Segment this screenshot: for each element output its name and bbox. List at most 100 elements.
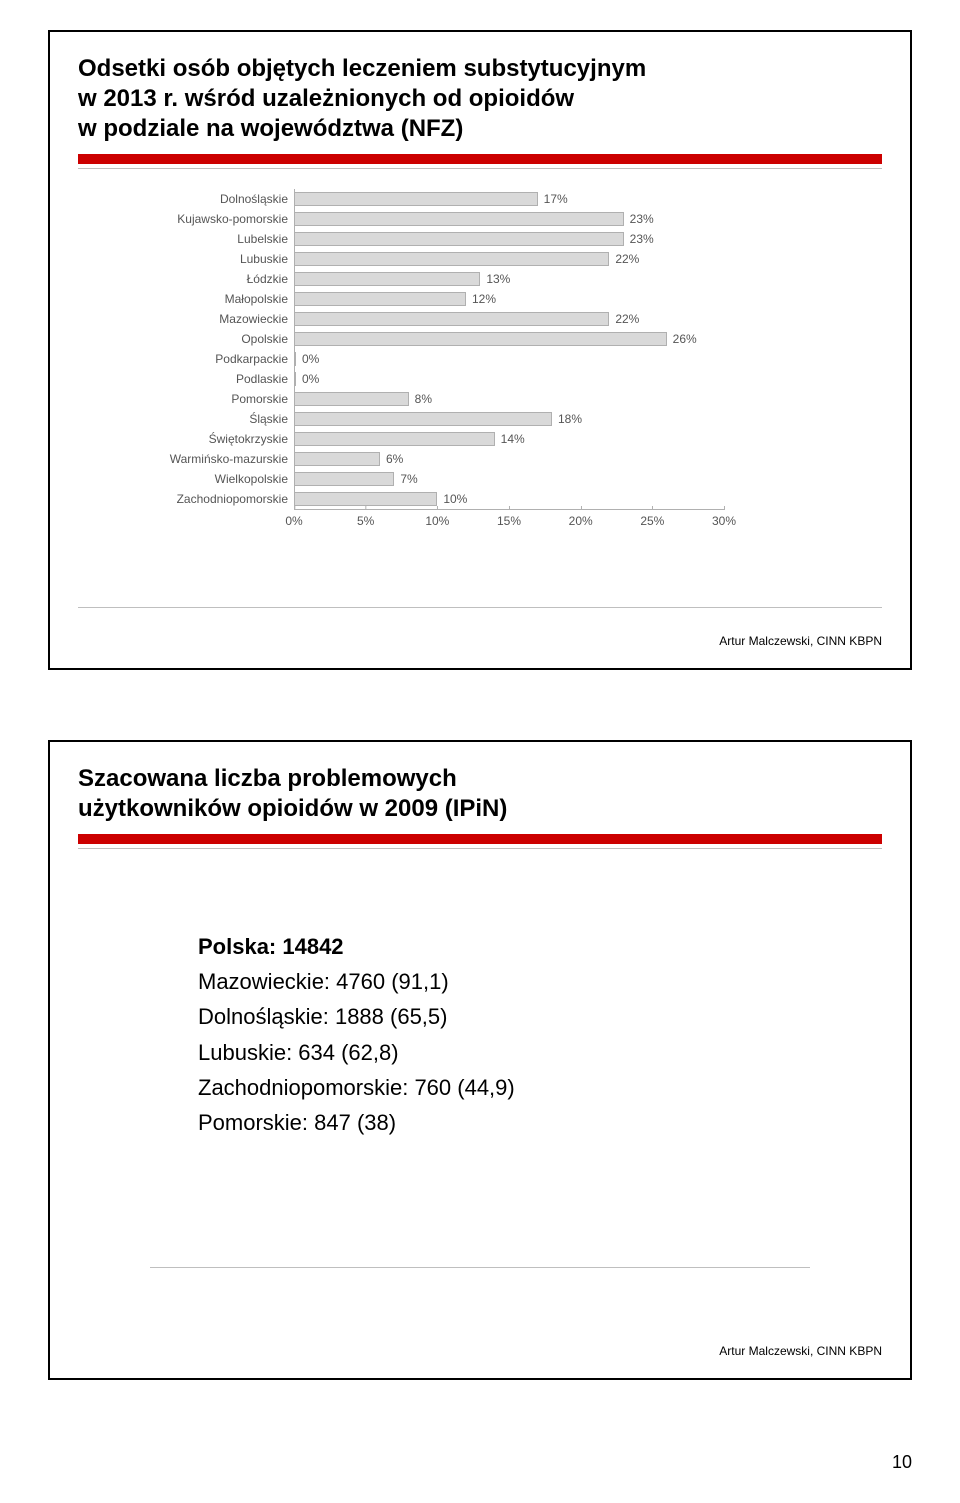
value-label: 0%: [302, 372, 319, 386]
category-label: Lubelskie: [118, 232, 294, 246]
body-line-poland: Polska: 14842: [198, 929, 882, 964]
category-label: Zachodniopomorskie: [118, 492, 294, 506]
category-label: Pomorskie: [118, 392, 294, 406]
value-label: 23%: [630, 212, 654, 226]
value-label: 0%: [302, 352, 319, 366]
bar: [294, 192, 538, 206]
x-axis-tick: 20%: [569, 510, 593, 528]
x-axis: 0%5%10%15%20%25%30%: [294, 509, 724, 532]
value-label: 26%: [673, 332, 697, 346]
category-label: Lubuskie: [118, 252, 294, 266]
slide2-title: Szacowana liczba problemowych użytkownik…: [78, 764, 882, 824]
body-line-lubuskie: Lubuskie: 634 (62,8): [198, 1035, 882, 1070]
accent-bar: [78, 834, 882, 844]
bar-area: 18%: [294, 409, 724, 429]
chart-row: Pomorskie 8%: [118, 389, 758, 409]
chart-row: Podlaskie 0%: [118, 369, 758, 389]
value-label: 23%: [630, 232, 654, 246]
bar-area: 0%: [294, 349, 724, 369]
chart-row: Małopolskie 12%: [118, 289, 758, 309]
x-axis-tick: 10%: [425, 510, 449, 528]
value-label: 17%: [544, 192, 568, 206]
value-label: 7%: [400, 472, 417, 486]
bar-area: 7%: [294, 469, 724, 489]
body-line-zachodniopomorskie: Zachodniopomorskie: 760 (44,9): [198, 1070, 882, 1105]
bar-area: 13%: [294, 269, 724, 289]
chart-row: Łódzkie 13%: [118, 269, 758, 289]
slide1-title-line1: Odsetki osób objętych leczeniem substytu…: [78, 55, 646, 82]
bar-area: 22%: [294, 309, 724, 329]
bar: [294, 252, 609, 266]
bar: [294, 372, 296, 386]
bar-area: 26%: [294, 329, 724, 349]
category-label: Małopolskie: [118, 292, 294, 306]
x-axis-tick: 30%: [712, 510, 736, 528]
category-label: Kujawsko-pomorskie: [118, 212, 294, 226]
x-axis-tick: 25%: [640, 510, 664, 528]
value-label: 8%: [415, 392, 432, 406]
category-label: Dolnośląskie: [118, 192, 294, 206]
bar: [294, 412, 552, 426]
chart-row: Lubuskie 22%: [118, 249, 758, 269]
bar: [294, 432, 495, 446]
bar: [294, 332, 667, 346]
body-line-dolnoslaskie: Dolnośląskie: 1888 (65,5): [198, 999, 882, 1034]
bar: [294, 472, 394, 486]
chart-row: Śląskie18%: [118, 409, 758, 429]
value-label: 6%: [386, 452, 403, 466]
bar-area: 17%: [294, 189, 724, 209]
bar: [294, 492, 437, 506]
bar-area: 14%: [294, 429, 724, 449]
bar-area: 0%: [294, 369, 724, 389]
slide2-title-line2: użytkowników opioidów w 2009 (IPiN): [78, 795, 507, 822]
chart-row: Świętokrzyskie 14%: [118, 429, 758, 449]
slide1-title-line3: w podziale na województwa (NFZ): [78, 115, 463, 142]
value-label: 18%: [558, 412, 582, 426]
bar-area: 8%: [294, 389, 724, 409]
bar-area: 23%: [294, 209, 724, 229]
slide2-bottom-rule: [150, 1267, 810, 1268]
value-label: 22%: [615, 252, 639, 266]
bar-area: 6%: [294, 449, 724, 469]
category-label: Łódzkie: [118, 272, 294, 286]
x-axis-tick: 0%: [285, 510, 302, 528]
slide2-body: Polska: 14842 Mazowieckie: 4760 (91,1) D…: [198, 929, 882, 1140]
bar-area: 12%: [294, 289, 724, 309]
bar: [294, 352, 296, 366]
chart-row: Podkarpackie0%: [118, 349, 758, 369]
slide-1: Odsetki osób objętych leczeniem substytu…: [48, 30, 912, 670]
chart-row: Kujawsko-pomorskie 23%: [118, 209, 758, 229]
bar: [294, 272, 480, 286]
bar: [294, 392, 409, 406]
value-label: 22%: [615, 312, 639, 326]
bar-area: 23%: [294, 229, 724, 249]
bar-area: 22%: [294, 249, 724, 269]
bar: [294, 212, 624, 226]
value-label: 12%: [472, 292, 496, 306]
slide2-title-line1: Szacowana liczba problemowych: [78, 765, 457, 792]
chart-row: Warmińsko-mazurskie 6%: [118, 449, 758, 469]
bar: [294, 292, 466, 306]
category-label: Świętokrzyskie: [118, 432, 294, 446]
value-label: 14%: [501, 432, 525, 446]
bar-chart: Dolnośląskie 17% Kujawsko-pomorskie 23% Lube…: [118, 189, 758, 532]
chart-row: Opolskie 26%: [118, 329, 758, 349]
chart-bottom-rule: [78, 607, 882, 608]
bar: [294, 452, 380, 466]
category-label: Mazowieckie: [118, 312, 294, 326]
slide1-title: Odsetki osób objętych leczeniem substytu…: [78, 54, 882, 144]
category-label: Podlaskie: [118, 372, 294, 386]
accent-bar: [78, 154, 882, 164]
x-axis-tick: 15%: [497, 510, 521, 528]
chart-row: Dolnośląskie 17%: [118, 189, 758, 209]
category-label: Opolskie: [118, 332, 294, 346]
page: Odsetki osób objętych leczeniem substytu…: [0, 0, 960, 1503]
category-label: Warmińsko-mazurskie: [118, 452, 294, 466]
category-label: Wielkopolskie: [118, 472, 294, 486]
title-underline: [78, 848, 882, 849]
x-axis-tick: 5%: [357, 510, 374, 528]
slide1-title-line2: w 2013 r. wśród uzależnionych od opioidó…: [78, 85, 574, 112]
chart-row: Wielkopolskie 7%: [118, 469, 758, 489]
body-line-pomorskie: Pomorskie: 847 (38): [198, 1105, 882, 1140]
value-label: 13%: [486, 272, 510, 286]
